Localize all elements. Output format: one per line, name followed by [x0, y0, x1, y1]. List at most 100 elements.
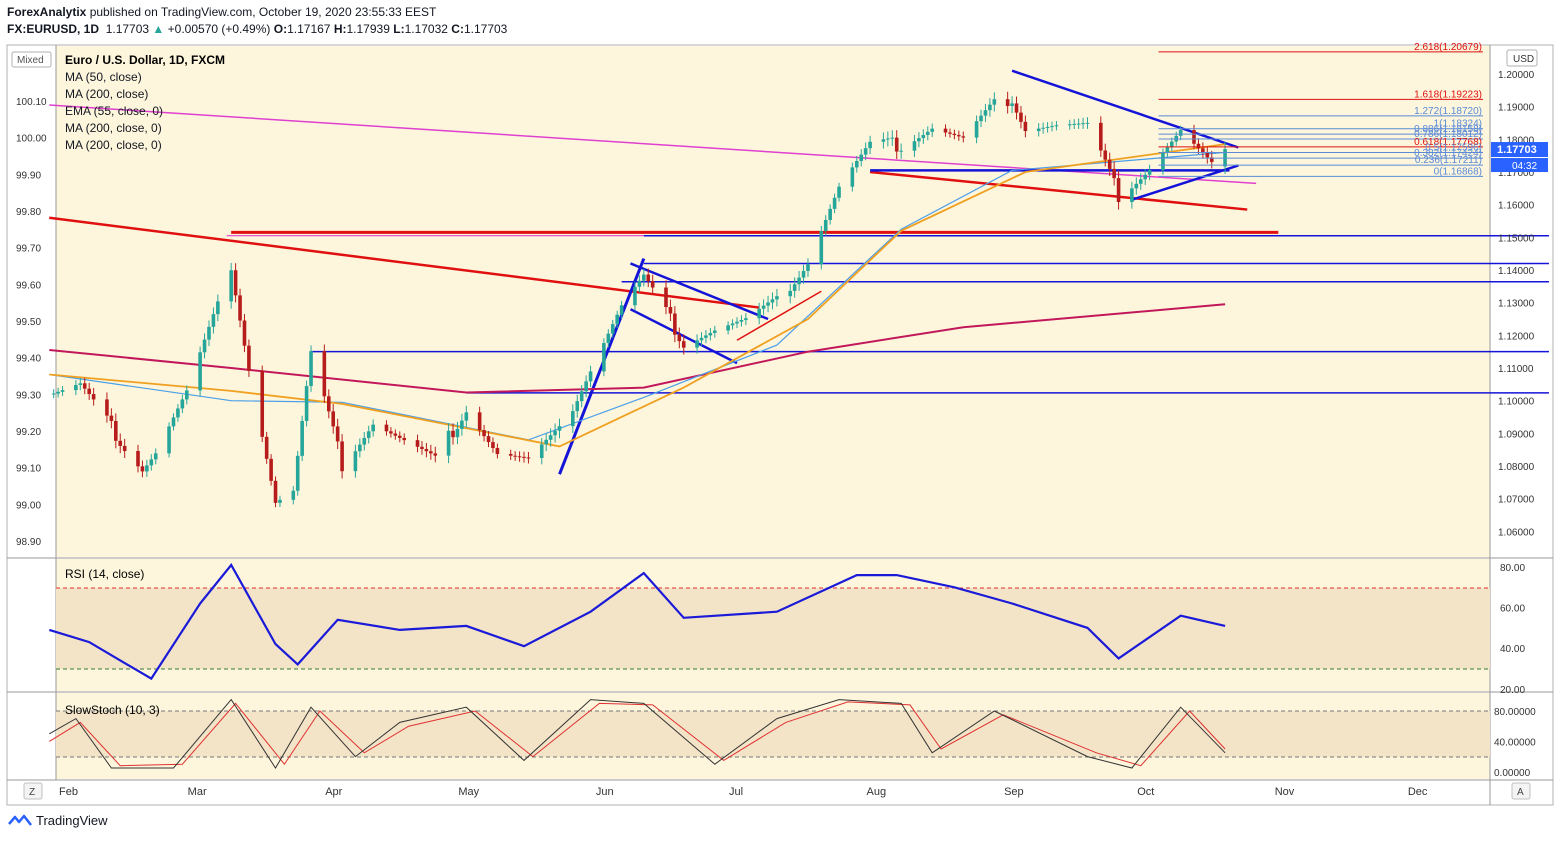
candle-body	[389, 431, 393, 434]
last-price: 1.17703	[105, 22, 150, 36]
candle-body	[850, 167, 855, 187]
candle-body	[184, 390, 189, 400]
currency-button[interactable]: USD	[1506, 49, 1538, 67]
candle-body	[153, 453, 158, 460]
mixed-button[interactable]: Mixed	[11, 51, 52, 68]
right-tick-label: 1.20000	[1498, 70, 1535, 81]
candle-body	[105, 399, 109, 416]
candle-body	[735, 321, 739, 324]
candle-body	[56, 391, 60, 394]
countdown-tag: 04:32	[1491, 158, 1548, 173]
rsi-band	[56, 588, 1490, 669]
candle-body	[522, 456, 526, 458]
right-tick-label: 1.13000	[1498, 299, 1535, 310]
candle-body	[322, 351, 327, 397]
candle-body	[863, 148, 868, 155]
fibonacci-levels[interactable]: 2.618(1.20679) 1.618(1.19223) 1.272(1.1872…	[1158, 42, 1483, 177]
candle-body	[730, 323, 735, 326]
auto-scale-label[interactable]: A	[1517, 787, 1524, 798]
candle-body	[508, 453, 513, 456]
fib-level-label: 1(1.18324)	[1434, 119, 1482, 130]
candle-body	[202, 339, 207, 353]
candle-body	[211, 314, 216, 327]
candle-body	[642, 274, 646, 281]
candle-body	[1130, 188, 1134, 203]
currency-button-box[interactable]	[1506, 49, 1538, 67]
candle-body	[708, 332, 713, 336]
candle-body	[1116, 178, 1121, 203]
trend-drawings[interactable]	[49, 69, 1549, 475]
candle-body	[420, 446, 424, 449]
stoch-label: SlowStoch (10, 3)	[65, 703, 160, 717]
candle-body	[757, 308, 761, 319]
candle-body	[1036, 128, 1041, 132]
scale-z-label[interactable]: Z	[29, 787, 35, 798]
candle-body	[273, 480, 278, 503]
publish-line: ForexAnalytix published on TradingView.c…	[7, 5, 436, 19]
candle-body	[180, 399, 185, 409]
candle-body	[1103, 150, 1108, 160]
stoch-k-line	[49, 698, 1226, 769]
auto-scale-button[interactable]: A	[1511, 782, 1531, 800]
candle-body	[1178, 130, 1183, 136]
candle-body	[1170, 141, 1174, 148]
candle-body	[1081, 123, 1085, 125]
candle-body	[775, 296, 779, 300]
candle-body	[335, 426, 340, 442]
candle-body	[819, 231, 824, 265]
candle-body	[739, 319, 744, 322]
tradingview-logo-icon	[8, 814, 32, 826]
candle-body	[362, 437, 367, 445]
candle-body	[109, 415, 114, 421]
candle-body	[548, 435, 553, 440]
stoch-series	[49, 698, 1226, 769]
candle-body	[544, 439, 548, 445]
candle-body	[118, 440, 123, 446]
rsi-tick-label: 20.00	[1500, 685, 1525, 696]
rsi-axis-ticks: 80.00 60.00 40.00 20.00	[1500, 563, 1525, 696]
indicator-legend[interactable]: MA (50, close) MA (200, close) EMA (55, cl…	[65, 70, 163, 152]
candle-body	[1161, 153, 1165, 171]
candle-body	[650, 281, 655, 288]
indicator-legend-item: MA (50, close)	[65, 70, 142, 84]
candle-body	[278, 499, 282, 503]
candle-body	[890, 137, 895, 139]
candle-body	[615, 314, 619, 325]
scale-z-box[interactable]	[23, 782, 43, 800]
candle-body	[433, 453, 438, 456]
left-tick-label: 100.00	[16, 134, 47, 145]
fib-level-label: 0.382(1.17424)	[1414, 148, 1482, 159]
candle-body	[60, 390, 65, 392]
high-value: 1.17939	[346, 22, 390, 36]
candle-body	[553, 430, 557, 436]
candle-body	[1205, 152, 1210, 158]
candle-body	[713, 330, 717, 333]
price-change: +0.00570 (+0.49%)	[167, 22, 271, 36]
stoch-tick-label: 40.00000	[1494, 737, 1536, 748]
candle-body	[1076, 123, 1081, 125]
candle-body	[854, 161, 859, 168]
candle-body	[451, 430, 455, 438]
mixed-button-box[interactable]	[11, 51, 52, 68]
candle-body	[797, 277, 801, 285]
footer-brand[interactable]: TradingView	[8, 813, 108, 828]
candle-body	[429, 451, 433, 454]
right-tick-label: 1.08000	[1498, 462, 1535, 473]
candle-body	[837, 186, 841, 198]
time-tick-label: Aug	[867, 786, 887, 798]
currency-button-label[interactable]: USD	[1513, 54, 1534, 65]
auto-scale-box[interactable]	[1511, 782, 1531, 800]
scale-z-button[interactable]: Z	[23, 782, 43, 800]
candle-body	[1192, 130, 1196, 144]
candle-body	[353, 451, 358, 472]
candle-body	[828, 208, 832, 220]
candle-body	[584, 381, 588, 392]
mixed-button-label[interactable]: Mixed	[17, 55, 44, 66]
time-tick-label: Jun	[596, 786, 614, 798]
stoch-tick-label: 80.00000	[1494, 707, 1536, 718]
candle-body	[304, 386, 309, 421]
candle-body	[309, 351, 313, 387]
right-tick-label: 1.17000	[1498, 168, 1535, 179]
fib-level-label: 0.236(1.17211)	[1415, 155, 1482, 166]
